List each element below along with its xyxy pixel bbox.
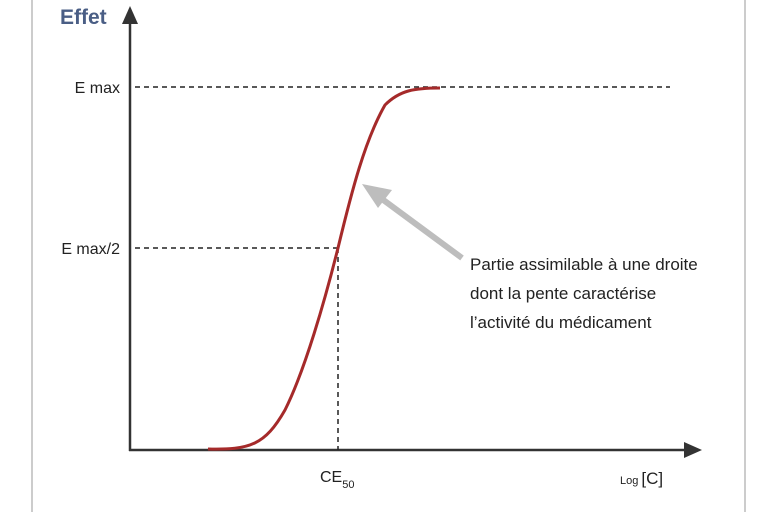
emax-half-label: E max/2 [61, 241, 120, 258]
annotation-arrowhead [362, 184, 392, 208]
dose-response-curve [207, 86, 441, 451]
ce50-subscript: 50 [342, 479, 354, 491]
y-axis-arrow [122, 6, 138, 24]
ce50-base: CE [320, 469, 342, 486]
ce50-label: CE50 [320, 469, 354, 491]
x-axis-label: Log [C] [620, 469, 663, 488]
y-axis-label: Effet [60, 6, 107, 29]
annotation-line: dont la pente caractérise [470, 284, 656, 303]
annotation-arrow [376, 193, 464, 261]
annotation-line: Partie assimilable à une droite [470, 255, 698, 274]
x-axis-label-main: [C] [641, 469, 663, 488]
x-axis-arrow [684, 442, 702, 458]
emax-label: E max [75, 80, 120, 97]
x-axis-label-prefix: Log [620, 475, 638, 487]
annotation-line: l’activité du médicament [470, 313, 652, 332]
